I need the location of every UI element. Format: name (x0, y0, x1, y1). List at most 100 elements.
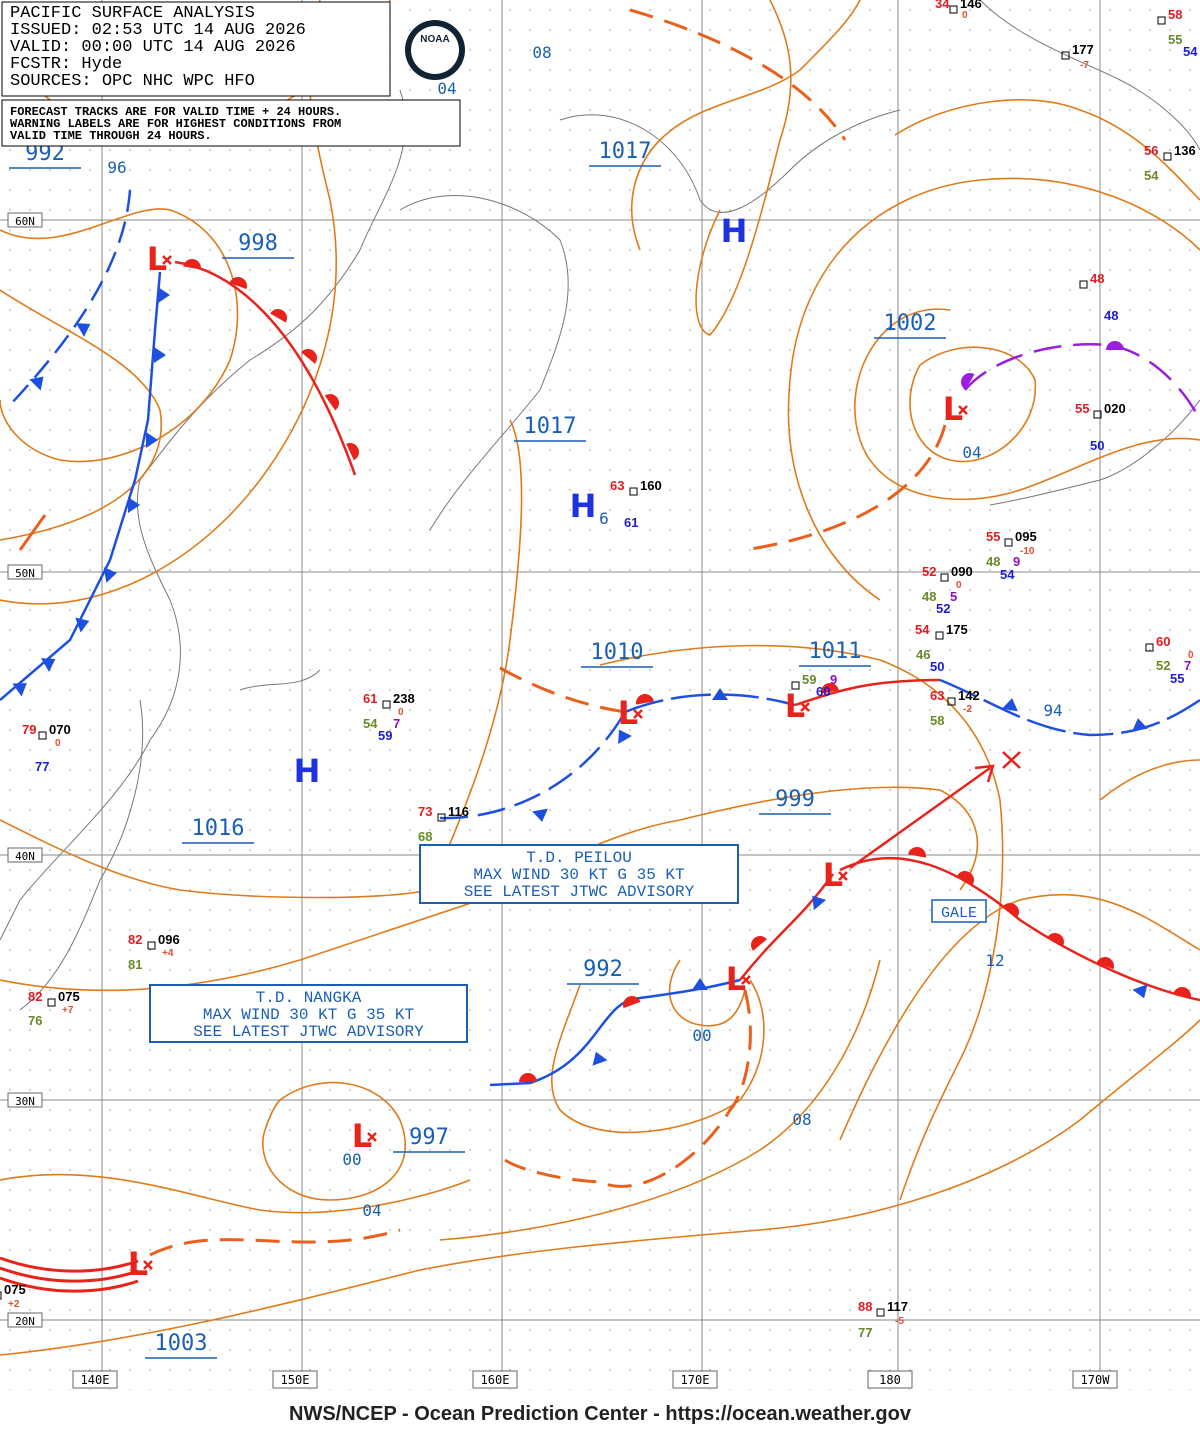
station-value: 9 (1013, 554, 1020, 569)
front-semicircle (519, 1073, 537, 1082)
front-triangle (29, 376, 44, 391)
station-symbol (1093, 410, 1102, 419)
isobar-label: 12 (985, 951, 1004, 970)
isobar-label: 997 (409, 1125, 449, 1150)
station-value: 52 (936, 601, 950, 616)
station-value: 075 (4, 1282, 26, 1297)
isobar (668, 959, 746, 1027)
front-semicircle (183, 259, 201, 270)
center-x (838, 871, 848, 881)
station-value: 50 (1090, 438, 1104, 453)
front-symbols (12, 259, 1191, 1082)
station-value: 50 (930, 659, 944, 674)
station: 59 960 (791, 672, 837, 699)
station-value: 58 (930, 713, 944, 728)
lon-label: 170E (681, 1373, 710, 1387)
station-value: 177 (1072, 42, 1094, 57)
front-semicircle (751, 936, 767, 951)
low-center: L (785, 687, 805, 725)
isobar (894, 99, 1200, 201)
lat-label-box (7, 847, 43, 863)
station-symbol (0, 1291, 2, 1300)
dissipating-front (439, 711, 627, 820)
isobar (695, 0, 792, 336)
station-value: 020 (1104, 401, 1126, 416)
station-value: +4 (162, 948, 174, 959)
station-value: 54 (915, 622, 930, 637)
coastline (19, 699, 144, 1011)
station: 63 142-2 58 (930, 688, 980, 728)
warning-label: GALE (941, 905, 977, 922)
station-value: 142 (958, 688, 980, 703)
station-value: 63 (930, 688, 944, 703)
front-triangle (41, 658, 56, 672)
station-symbol (38, 731, 47, 740)
warm-front (794, 678, 941, 707)
isobar (839, 893, 1200, 1141)
station-value: 48 (1090, 271, 1104, 286)
trough (504, 989, 752, 1188)
isobar-label: 00 (342, 1150, 361, 1169)
lat-label: 20N (15, 1315, 35, 1328)
isobar-label: 6 (599, 509, 609, 528)
low-center: L (352, 1117, 372, 1155)
lon-label-box (272, 1370, 318, 1389)
station-value: +7 (62, 1005, 74, 1016)
logo-inner (411, 26, 459, 74)
high-center: H (721, 212, 748, 250)
front-semicircle (1046, 933, 1064, 946)
coastlines (0, 0, 1200, 1011)
low-center: L (618, 694, 638, 732)
forecast-track (849, 766, 991, 870)
front-semicircle (346, 443, 359, 461)
isobar-label: 1003 (155, 1331, 208, 1356)
station-value: 58 (1168, 7, 1182, 22)
isobar-label: 00 (692, 1026, 711, 1045)
lat-label: 40N (15, 850, 35, 863)
lat-label-box (7, 564, 43, 580)
station-value: 117 (887, 1299, 908, 1314)
header-box: NOAA (1, 1, 465, 147)
station-value: 56 (1144, 143, 1158, 158)
isobar-label: 999 (775, 787, 815, 812)
front-triangle (618, 729, 632, 744)
isobar-label: 1017 (599, 139, 652, 164)
station-value: 175 (946, 622, 968, 637)
isobar (262, 1081, 406, 1201)
station: 56 136 54 (1144, 143, 1196, 183)
station-value: 55 (986, 529, 1000, 544)
front-semicircle (1002, 903, 1019, 917)
front-triangle (712, 688, 728, 700)
station-value: 7 (393, 716, 400, 731)
front-semicircle (229, 277, 247, 290)
isobar-label: 96 (107, 158, 126, 177)
lon-label-box (1072, 1370, 1118, 1389)
station-value: 54 (1183, 44, 1198, 59)
advisory-line: SEE LATEST JTWC ADVISORY (464, 883, 695, 901)
front-semicircle (961, 373, 975, 390)
station-value: 68 (418, 829, 432, 844)
coastline (979, 0, 1200, 151)
station: 55 020 50 (1075, 401, 1126, 453)
center-x (367, 1132, 377, 1142)
front-triangle (592, 1051, 608, 1066)
trough (744, 424, 947, 552)
station-value: 55 (1075, 401, 1089, 416)
lon-label-box (72, 1370, 118, 1389)
station-value: +2 (8, 1299, 20, 1310)
front-semicircle (957, 871, 974, 885)
center-x (741, 975, 751, 985)
trough (499, 666, 626, 714)
station: 73 116 68 (418, 804, 469, 844)
front-semicircle (270, 309, 287, 323)
station-symbol (1145, 643, 1154, 652)
isobar-label: 94 (1043, 701, 1062, 720)
advisory-line: MAX WIND 30 KT G 35 KT (473, 866, 684, 884)
isobar (909, 346, 1037, 463)
